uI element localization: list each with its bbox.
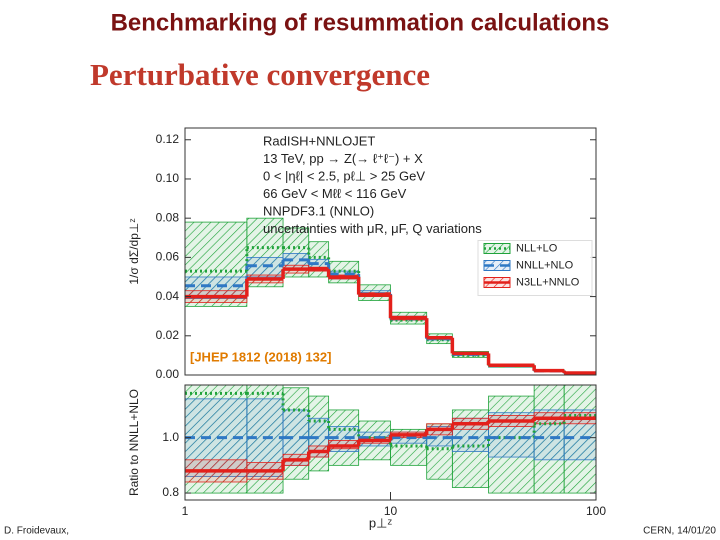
y-tick-label: 0.02 bbox=[156, 328, 180, 342]
annotation: RadISH+NNLOJET bbox=[263, 133, 375, 148]
slide-subtitle: Perturbative convergence bbox=[90, 57, 430, 92]
footer-left: D. Froidevaux, bbox=[4, 526, 69, 537]
y-tick-label: 1.0 bbox=[162, 430, 179, 444]
plot-area bbox=[185, 385, 596, 494]
y-axis-label: Ratio to NNLL+NLO bbox=[127, 389, 141, 496]
annotation: uncertainties with μR, μF, Q variations bbox=[263, 221, 482, 236]
y-tick-label: 0.12 bbox=[156, 132, 180, 146]
y-tick-label: 0.04 bbox=[156, 289, 180, 303]
x-tick-label: 1 bbox=[182, 504, 189, 518]
slide-title: Benchmarking of resummation calculations bbox=[111, 9, 610, 36]
annotation: 66 GeV < Mℓℓ < 116 GeV bbox=[263, 186, 407, 201]
annotation: 0 < |ηℓ| < 2.5, pℓ⊥ > 25 GeV bbox=[263, 168, 425, 183]
footer-right: CERN, 14/01/20 bbox=[643, 526, 716, 537]
y-tick-label: 0.10 bbox=[156, 171, 180, 185]
x-tick-label: 10 bbox=[384, 504, 398, 518]
legend-label: NNLL+NLO bbox=[516, 259, 574, 271]
y-tick-label: 0.8 bbox=[162, 485, 179, 499]
plot-area bbox=[185, 217, 596, 375]
annotation: NNPDF3.1 (NNLO) bbox=[263, 203, 374, 218]
x-tick-label: 100 bbox=[586, 504, 606, 518]
legend-swatch bbox=[483, 243, 511, 254]
x-axis-label: p⊥ᶻ bbox=[369, 515, 393, 530]
legend-label: NLL+LO bbox=[516, 242, 558, 254]
y-tick-label: 0.06 bbox=[156, 250, 180, 264]
y-axis-label: 1/σ dΣ/dp⊥ᶻ bbox=[127, 218, 141, 284]
y-tick-label: 0.00 bbox=[156, 367, 180, 381]
axes-frame bbox=[184, 127, 597, 376]
legend-label: N3LL+NNLO bbox=[516, 276, 580, 288]
citation: [JHEP 1812 (2018) 132] bbox=[190, 349, 331, 364]
annotation: 13 TeV, pp → Z(→ ℓ⁺ℓ⁻) + X bbox=[263, 151, 423, 166]
y-tick-label: 0.08 bbox=[156, 210, 180, 224]
